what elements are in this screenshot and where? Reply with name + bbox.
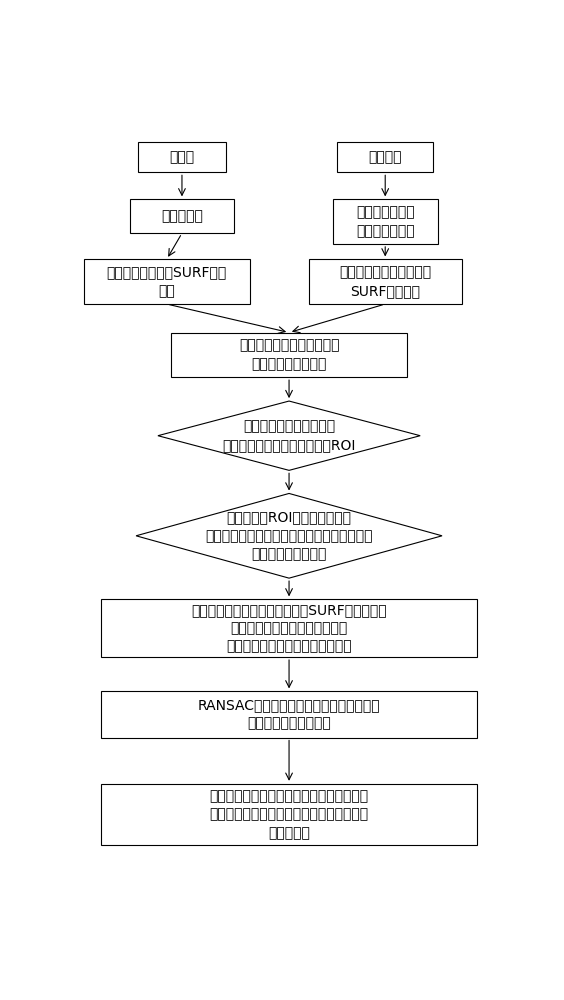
Text: 对中心滑动窗口分块进行
SURF特征检测: 对中心滑动窗口分块进行 SURF特征检测 bbox=[339, 265, 431, 298]
Polygon shape bbox=[158, 401, 420, 470]
Bar bbox=[130, 199, 235, 233]
Text: 正方形分块，划
分中心滑动窗口: 正方形分块，划 分中心滑动窗口 bbox=[356, 205, 415, 238]
Text: 源图像: 源图像 bbox=[169, 150, 195, 164]
Text: 选择目标图像中心滑动窗口
分块进行特征点匹配: 选择目标图像中心滑动窗口 分块进行特征点匹配 bbox=[239, 339, 340, 371]
Text: 对目标图像ROI区域中的左上块
子图进行特征点检测匹配，根据匹配块位置确
定滑动窗口移动方向: 对目标图像ROI区域中的左上块 子图进行特征点检测匹配，根据匹配块位置确 定滑动… bbox=[205, 510, 373, 561]
Text: 目标图像: 目标图像 bbox=[368, 150, 402, 164]
Bar bbox=[101, 691, 477, 738]
Bar bbox=[101, 784, 477, 845]
Text: 正方形分块: 正方形分块 bbox=[161, 209, 203, 223]
Bar bbox=[138, 142, 226, 172]
Bar bbox=[337, 142, 433, 172]
Text: 对中心四分块进行SURF特征
检测: 对中心四分块进行SURF特征 检测 bbox=[107, 265, 227, 298]
Text: 选定匹配点对最多的子块，最小二乘法确定
仿射变换关系进行插值重采样，获得最终的
配准图像对: 选定匹配点对最多的子块，最小二乘法确定 仿射变换关系进行插值重采样，获得最终的 … bbox=[209, 789, 369, 840]
Polygon shape bbox=[136, 493, 442, 578]
Text: 根据源图像匹配分块分布
确定目标图像四分之一象限的ROI: 根据源图像匹配分块分布 确定目标图像四分之一象限的ROI bbox=[222, 420, 356, 452]
Bar bbox=[83, 259, 250, 304]
Bar bbox=[101, 599, 477, 657]
Text: RANSAC算法分块特征点筛选和多个匹配子
块位置关系一致性确定: RANSAC算法分块特征点筛选和多个匹配子 块位置关系一致性确定 bbox=[198, 698, 380, 731]
Bar bbox=[171, 333, 407, 377]
Text: 对目标图像该方向上的子块进行SURF特征检测，
根据设定的阈值，依次进行匹配
直到该方向上匹配完全或窗口越界: 对目标图像该方向上的子块进行SURF特征检测， 根据设定的阈值，依次进行匹配 直… bbox=[191, 603, 387, 654]
Bar bbox=[333, 199, 438, 244]
Bar bbox=[309, 259, 462, 304]
